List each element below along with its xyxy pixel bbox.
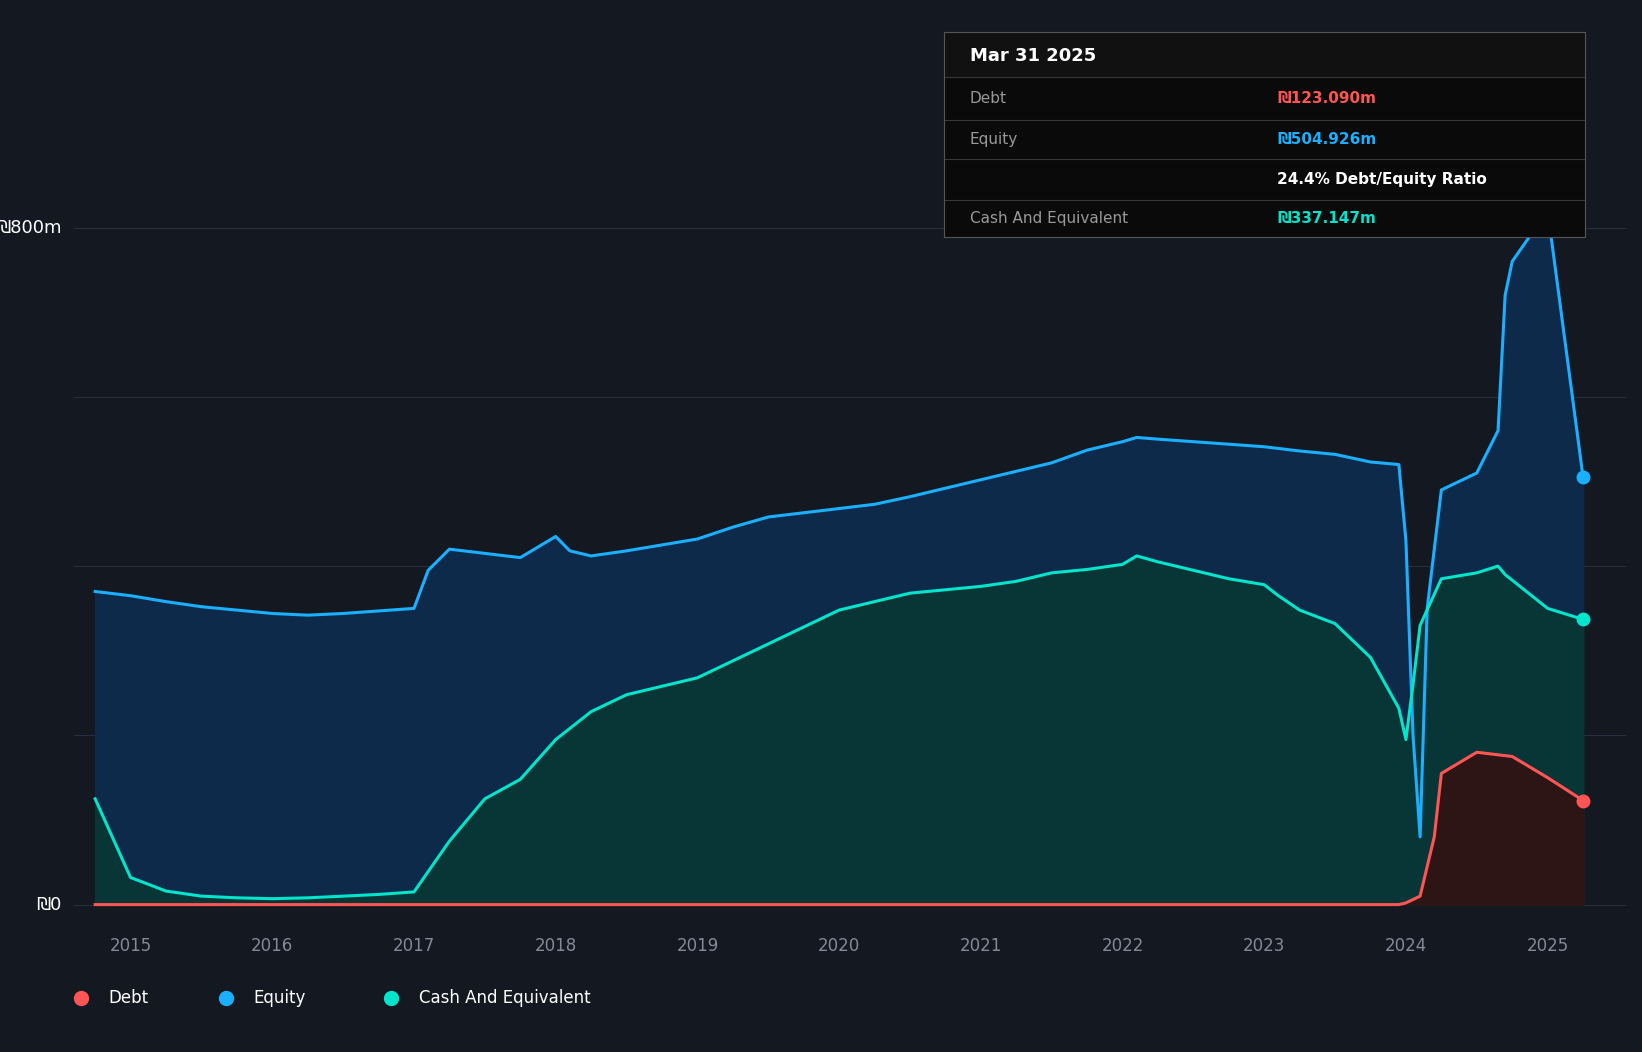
Text: ₪504.926m: ₪504.926m xyxy=(1277,132,1376,147)
Text: Debt: Debt xyxy=(108,989,149,1008)
Text: Debt: Debt xyxy=(970,90,1007,106)
Text: Mar 31 2025: Mar 31 2025 xyxy=(970,47,1095,65)
Text: Equity: Equity xyxy=(970,132,1018,147)
Bar xyxy=(944,32,1585,77)
Text: ₪0: ₪0 xyxy=(36,895,61,913)
Text: ₪123.090m: ₪123.090m xyxy=(1277,90,1376,106)
Text: Equity: Equity xyxy=(253,989,305,1008)
Text: Cash And Equivalent: Cash And Equivalent xyxy=(419,989,591,1008)
Text: ₪337.147m: ₪337.147m xyxy=(1277,210,1376,226)
Text: 24.4% Debt/Equity Ratio: 24.4% Debt/Equity Ratio xyxy=(1277,171,1488,187)
Text: ₪800m: ₪800m xyxy=(0,219,61,237)
Text: Cash And Equivalent: Cash And Equivalent xyxy=(970,210,1128,226)
